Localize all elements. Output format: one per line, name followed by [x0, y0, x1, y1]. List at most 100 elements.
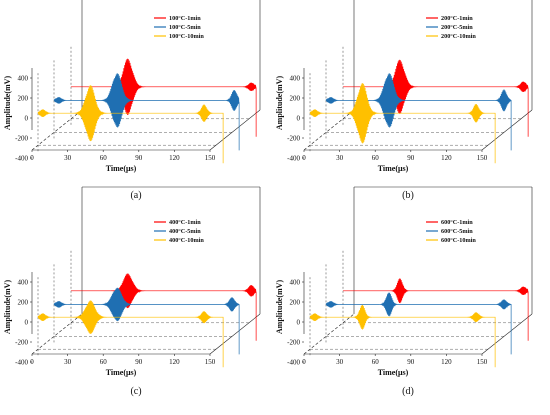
plot-frame: -400 -200 0 200 400 0 30 60 90 120 150: [287, 186, 533, 366]
y-tick-label: 400: [18, 74, 29, 82]
series-waveform: [37, 85, 224, 164]
x-axis-label: Time(μs): [106, 368, 137, 377]
series-waveform: [71, 58, 257, 137]
panel-caption: (a): [130, 190, 141, 201]
y-tick-label: 400: [18, 278, 29, 286]
series-1: [342, 46, 529, 137]
y-tick-label: 0: [25, 114, 29, 122]
y-tick-label: -200: [15, 134, 28, 142]
legend-label: 100°C-5min: [169, 24, 201, 31]
legend: 400°C-1min 400°C-5min 400°C-10min: [154, 219, 204, 244]
legend-label: 600°C-1min: [441, 219, 473, 226]
x-tick-label: 150: [477, 358, 488, 366]
x-tick-label: 90: [407, 154, 415, 162]
y-tick-label: 200: [290, 94, 301, 102]
y-tick-label: 400: [290, 278, 301, 286]
series-3: [37, 73, 224, 164]
y-tick-label: -200: [15, 338, 28, 346]
panel-caption: (c): [130, 386, 141, 397]
legend: 200°C-1min 200°C-5min 200°C-10min: [426, 15, 476, 40]
legend-label: 600°C-10min: [441, 237, 476, 244]
depth-axis-right: [209, 109, 261, 151]
series-waveform: [343, 59, 529, 137]
series-3: [37, 277, 224, 368]
depth-axis-right: [209, 313, 261, 355]
y-tick-label: -400: [287, 358, 300, 366]
series-1: [342, 250, 529, 341]
series-waveform: [309, 304, 496, 368]
y-axis-label: Amplitude(mV): [275, 280, 284, 335]
y-tick-label: -400: [15, 154, 28, 162]
x-tick-label: 30: [64, 358, 72, 366]
x-tick-label: 90: [407, 358, 415, 366]
legend-label: 100°C-1min: [169, 15, 201, 22]
x-tick-label: 90: [135, 358, 143, 366]
series-waveform: [343, 278, 529, 341]
x-tick-label: 60: [372, 358, 380, 366]
x-tick-label: 0: [302, 358, 306, 366]
depth-axis-right: [481, 109, 533, 151]
x-tick-label: 30: [64, 154, 72, 162]
x-tick-label: 150: [205, 358, 216, 366]
plot-frame: -400 -200 0 200 400 0 30 60 90 120 150: [287, 0, 533, 162]
x-tick-label: 0: [30, 154, 34, 162]
series-1: [70, 250, 257, 341]
series-waveform: [53, 287, 240, 355]
series-waveform: [37, 300, 224, 368]
x-axis-label: Time(μs): [106, 164, 137, 173]
legend-label: 100°C-10min: [169, 33, 204, 40]
legend: 600°C-1min 600°C-5min 600°C-10min: [426, 219, 476, 244]
x-tick-label: 30: [336, 154, 344, 162]
plot-frame: -400 -200 0 200 400 0 30 60 90 120 150: [15, 186, 261, 366]
chart-panel-4: -400 -200 0 200 400 0 30 60 90 120 150 Time(μs) Ampl…: [275, 186, 533, 397]
y-tick-label: -400: [15, 358, 28, 366]
legend-label: 600°C-5min: [441, 228, 473, 235]
series-2: [325, 264, 512, 355]
series-2: [53, 264, 240, 355]
panel-caption: (d): [402, 386, 414, 397]
x-tick-label: 150: [205, 154, 216, 162]
x-tick-label: 150: [477, 154, 488, 162]
y-tick-label: 400: [290, 74, 301, 82]
panel-caption: (b): [402, 190, 414, 201]
x-tick-label: 0: [30, 358, 34, 366]
y-tick-label: 0: [297, 114, 301, 122]
depth-axis-right: [481, 313, 533, 355]
series-waveform: [309, 83, 496, 164]
legend-label: 200°C-1min: [441, 15, 473, 22]
legend-label: 400°C-10min: [169, 237, 204, 244]
series-3: [309, 277, 496, 368]
plot-frame: -400 -200 0 200 400 0 30 60 90 120 150: [15, 0, 261, 162]
y-tick-label: -200: [287, 338, 300, 346]
chart-panel-2: -400 -200 0 200 400 0 30 60 90 120 150 Time(μs) Ampl…: [275, 0, 533, 201]
x-tick-label: 90: [135, 154, 143, 162]
depth-axis-left: [31, 109, 83, 151]
y-tick-label: 0: [25, 318, 29, 326]
y-tick-label: 200: [18, 94, 29, 102]
x-tick-label: 0: [302, 154, 306, 162]
legend-label: 200°C-5min: [441, 24, 473, 31]
x-tick-label: 60: [100, 358, 108, 366]
y-axis-label: Amplitude(mV): [3, 76, 12, 131]
x-tick-label: 120: [441, 154, 452, 162]
chart-panel-3: -400 -200 0 200 400 0 30 60 90 120 150 Time(μs) Ampl…: [3, 186, 261, 397]
legend: 100°C-1min 100°C-5min 100°C-10min: [154, 15, 204, 40]
chart-panel-1: -400 -200 0 200 400 0 30 60 90 120 150 Time(μs) Ampl…: [3, 0, 261, 201]
x-tick-label: 120: [169, 358, 180, 366]
series-3: [309, 73, 496, 164]
x-axis-label: Time(μs): [378, 164, 409, 173]
series-waveform: [325, 292, 512, 355]
series-1: [70, 46, 257, 137]
legend-label: 200°C-10min: [441, 33, 476, 40]
y-tick-label: 0: [297, 318, 301, 326]
x-tick-label: 60: [372, 154, 380, 162]
x-tick-label: 120: [441, 358, 452, 366]
depth-axis-left: [303, 313, 355, 355]
x-axis-label: Time(μs): [378, 368, 409, 377]
y-axis-label: Amplitude(mV): [3, 280, 12, 335]
y-tick-label: -200: [287, 134, 300, 142]
series-waveform: [71, 273, 257, 341]
y-tick-label: 200: [18, 298, 29, 306]
y-tick-label: -400: [287, 154, 300, 162]
